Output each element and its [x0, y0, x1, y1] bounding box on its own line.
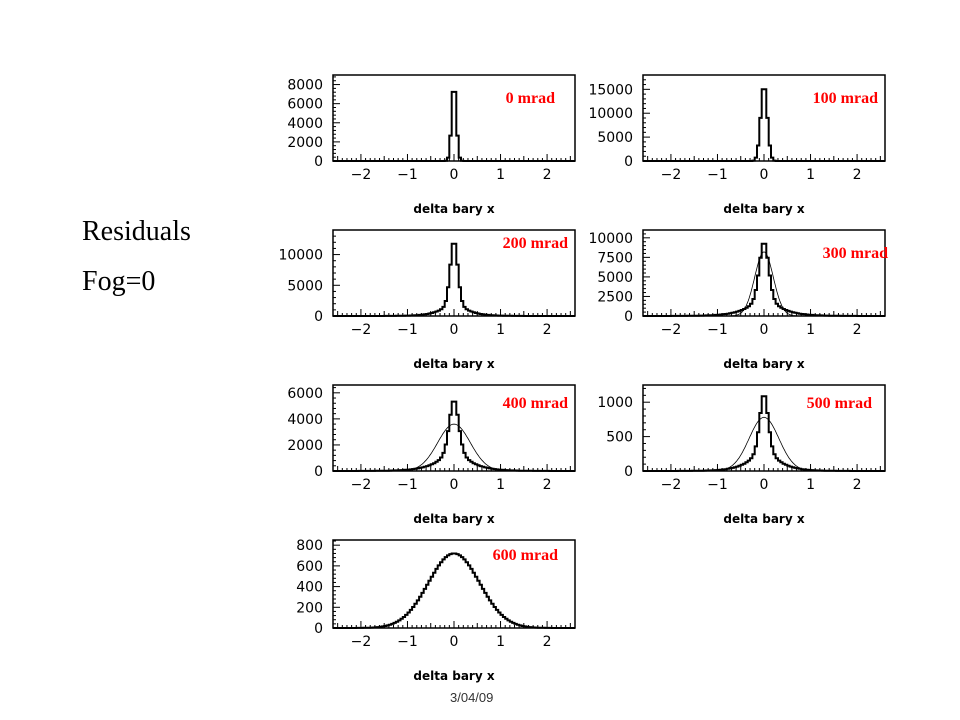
x-tick-label: −1 [397, 167, 418, 183]
histogram-series [333, 242, 575, 317]
y-tick-label: 200 [296, 600, 323, 616]
y-tick-label: 0 [314, 309, 323, 325]
histogram-series [333, 90, 575, 162]
x-tick-label: −1 [397, 477, 418, 493]
histogram-series [333, 400, 575, 472]
y-tick-label: 0 [624, 309, 633, 325]
y-tick-label: 15000 [588, 82, 633, 98]
x-tick-label: −2 [351, 322, 372, 338]
angle-label: 100 mrad [813, 90, 878, 107]
y-tick-label: 10000 [278, 248, 323, 264]
x-tick-label: −2 [661, 322, 682, 338]
histogram-panel: −2 −1 0 1 2 0 2500 5000 7500 10000 delta bary x 300… [588, 229, 888, 371]
x-tick-label: 2 [853, 167, 862, 183]
y-tick-label: 8000 [287, 78, 323, 94]
x-axis-title: delta bary x [723, 357, 804, 371]
x-tick-label: −1 [397, 322, 418, 338]
footer-date: 3/04/09 [450, 690, 494, 705]
x-axis-title: delta bary x [413, 357, 494, 371]
fit-curve [643, 251, 885, 317]
x-axis-title: delta bary x [723, 512, 804, 526]
angle-label: 600 mrad [493, 547, 558, 564]
histogram-panel: −2 −1 0 1 2 0 5000 10000 15000 delta bary x 100 mr… [588, 74, 886, 216]
x-tick-label: 0 [760, 477, 769, 493]
x-tick-label: 1 [806, 477, 815, 493]
y-tick-label: 400 [296, 580, 323, 596]
x-tick-label: 1 [496, 322, 505, 338]
x-axis-title: delta bary x [413, 512, 494, 526]
y-tick-label: 600 [296, 559, 323, 575]
y-tick-label: 4000 [287, 116, 323, 132]
plot-frame [332, 74, 576, 162]
y-tick-label: 5000 [597, 130, 633, 146]
x-tick-label: 1 [496, 477, 505, 493]
x-tick-label: 0 [450, 477, 459, 493]
x-tick-label: 1 [496, 634, 505, 650]
y-tick-label: 6000 [287, 97, 323, 113]
angle-label: 300 mrad [823, 245, 888, 262]
angle-label: 400 mrad [503, 395, 568, 412]
x-tick-label: −2 [661, 477, 682, 493]
x-tick-label: 0 [450, 167, 459, 183]
y-tick-label: 0 [314, 464, 323, 480]
slide-title-residuals: Residuals [82, 216, 191, 247]
y-tick-label: 6000 [287, 386, 323, 402]
slide-title-fog: Fog=0 [82, 266, 156, 297]
angle-label: 200 mrad [503, 235, 568, 252]
x-tick-label: 0 [760, 322, 769, 338]
plot-frame [642, 74, 886, 162]
x-tick-label: 2 [543, 477, 552, 493]
y-tick-label: 4000 [287, 412, 323, 428]
fit-curve [333, 423, 575, 472]
x-tick-label: −1 [707, 322, 728, 338]
x-tick-label: 0 [760, 167, 769, 183]
x-tick-label: 2 [543, 634, 552, 650]
x-tick-label: −2 [661, 167, 682, 183]
y-tick-label: 2000 [287, 135, 323, 151]
x-tick-label: 1 [806, 322, 815, 338]
y-tick-label: 10000 [588, 106, 633, 122]
x-tick-label: −2 [351, 634, 372, 650]
y-tick-label: 5000 [597, 270, 633, 286]
y-tick-label: 800 [296, 538, 323, 554]
histogram-panel: −2 −1 0 1 2 0 2000 4000 6000 delta bary x 400 mrad [287, 384, 576, 526]
y-tick-label: 2000 [287, 438, 323, 454]
histogram-series [333, 552, 575, 629]
histogram-panel: −2 −1 0 1 2 0 2000 4000 6000 8000 delta bary x 0 mr… [287, 74, 576, 216]
x-tick-label: −2 [351, 477, 372, 493]
x-axis-title: delta bary x [723, 202, 804, 216]
y-tick-label: 10000 [588, 231, 633, 247]
x-tick-label: −1 [707, 167, 728, 183]
y-tick-label: 2500 [597, 289, 633, 305]
x-tick-label: 2 [543, 322, 552, 338]
x-tick-label: 1 [806, 167, 815, 183]
y-tick-label: 0 [314, 621, 323, 637]
x-axis-title: delta bary x [413, 202, 494, 216]
x-tick-label: −1 [397, 634, 418, 650]
x-tick-label: 0 [450, 322, 459, 338]
y-tick-label: 5000 [287, 278, 323, 294]
y-tick-label: 1000 [597, 395, 633, 411]
x-tick-label: −1 [707, 477, 728, 493]
x-axis-title: delta bary x [413, 669, 494, 683]
histogram-panel: −2 −1 0 1 2 0 500 1000 delta bary x 500 mrad [597, 384, 886, 526]
x-tick-label: 2 [853, 322, 862, 338]
angle-label: 500 mrad [807, 395, 872, 412]
x-tick-label: −2 [351, 167, 372, 183]
y-tick-label: 0 [624, 464, 633, 480]
fit-curve [643, 416, 885, 472]
y-tick-label: 500 [606, 430, 633, 446]
x-tick-label: 2 [543, 167, 552, 183]
y-tick-label: 0 [314, 154, 323, 170]
x-tick-label: 1 [496, 167, 505, 183]
y-tick-label: 7500 [597, 250, 633, 266]
y-tick-label: 0 [624, 154, 633, 170]
histogram-series [643, 88, 885, 162]
x-tick-label: 2 [853, 477, 862, 493]
angle-label: 0 mrad [506, 90, 555, 107]
x-tick-label: 0 [450, 634, 459, 650]
histogram-panel: −2 −1 0 1 2 0 200 400 600 800 delta bary x 600 mrad [296, 538, 576, 683]
histogram-panel: −2 −1 0 1 2 0 5000 10000 delta bary x 200 mrad [278, 229, 576, 371]
